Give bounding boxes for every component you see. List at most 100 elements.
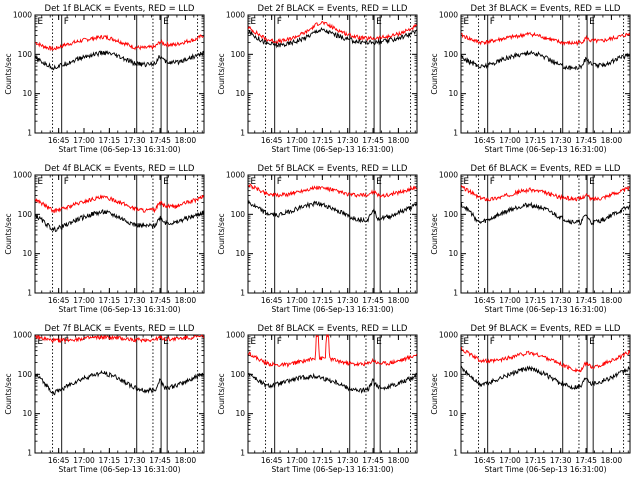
y-axis-label: Counts/sec [217, 373, 226, 414]
x-axis-label: Start Time (06-Sep-13 16:31:00) [59, 145, 181, 154]
x-tick-label: 17:15 [312, 136, 334, 145]
x-tick-label: 17:15 [99, 296, 121, 305]
event-flag-label: F [277, 337, 282, 347]
x-tick-label: 18:00 [175, 456, 197, 465]
x-tick-label: 17:30 [124, 136, 146, 145]
event-flag-label: E [589, 177, 595, 187]
event-flag-label: F [64, 177, 69, 187]
event-flag-label: E [37, 17, 43, 27]
detector-panel-3: Det 3f BLACK = Events, RED = LLD 1 10 100 10… [430, 4, 631, 154]
x-tick-label: 17:00 [73, 296, 95, 305]
x-tick-label: 17:00 [286, 136, 308, 145]
x-tick-label: 16:45 [261, 456, 283, 465]
event-flag-label: E [37, 177, 43, 187]
y-tick-label: 1 [27, 449, 32, 458]
y-tick-label: 10 [448, 409, 458, 418]
x-tick-label: 18:00 [601, 296, 623, 305]
x-axis-label: Start Time (06-Sep-13 16:31:00) [272, 145, 394, 154]
event-flag-label: F [490, 17, 495, 27]
events-series-line [34, 369, 204, 396]
y-tick-label: 1 [240, 129, 245, 138]
x-axis-label: Start Time (06-Sep-13 16:31:00) [272, 465, 394, 474]
panel-title: Det 2f BLACK = Events, RED = LLD [258, 4, 408, 14]
detector-panel-7: Det 7f BLACK = Events, RED = LLD 1 10 100 10… [4, 324, 205, 474]
y-axis-label: Counts/sec [4, 373, 13, 414]
y-tick-label: 1 [453, 129, 458, 138]
lld-series-line [460, 346, 631, 373]
y-tick-label: 1000 [13, 171, 32, 180]
panel-title: Det 3f BLACK = Events, RED = LLD [471, 4, 621, 14]
detector-panel-9: Det 9f BLACK = Events, RED = LLD 1 10 100 10… [430, 324, 631, 474]
event-flag-label: E [463, 177, 469, 187]
y-tick-label: 1 [453, 289, 458, 298]
event-flag-label: E [250, 17, 256, 27]
y-axis-label: Counts/sec [430, 53, 439, 94]
x-tick-label: 16:45 [48, 296, 70, 305]
lld-series-line [460, 185, 630, 202]
x-tick-label: 17:30 [550, 296, 572, 305]
event-flag-label: E [376, 337, 382, 347]
y-tick-label: 1 [240, 449, 245, 458]
x-tick-label: 18:00 [388, 296, 410, 305]
y-tick-label: 10 [235, 89, 245, 98]
x-tick-label: 16:45 [474, 136, 496, 145]
x-tick-label: 18:00 [175, 296, 197, 305]
event-flag-label: F [64, 337, 69, 347]
x-tick-label: 17:15 [312, 296, 334, 305]
x-tick-label: 16:45 [261, 136, 283, 145]
event-flag-label: F [490, 337, 495, 347]
x-tick-label: 17:30 [337, 456, 359, 465]
events-series-line [34, 50, 205, 71]
x-tick-label: 17:00 [286, 296, 308, 305]
events-series-line [460, 365, 631, 391]
y-tick-label: 10 [22, 409, 32, 418]
y-tick-label: 1 [27, 129, 32, 138]
panel-title: Det 8f BLACK = Events, RED = LLD [258, 324, 408, 334]
x-tick-label: 17:45 [362, 136, 384, 145]
y-axis-label: Counts/sec [217, 53, 226, 94]
events-series-line [247, 199, 418, 224]
detector-panel-2: Det 2f BLACK = Events, RED = LLD 1 10 100 10… [217, 4, 418, 154]
x-tick-label: 16:45 [474, 456, 496, 465]
event-flag-label: E [37, 337, 43, 347]
event-flag-label: E [376, 17, 382, 27]
panel-title: Det 9f BLACK = Events, RED = LLD [471, 324, 621, 334]
x-tick-label: 16:45 [474, 296, 496, 305]
x-tick-label: 17:45 [149, 456, 171, 465]
panel-title: Det 4f BLACK = Events, RED = LLD [45, 164, 195, 174]
x-tick-label: 18:00 [601, 456, 623, 465]
detector-panel-1: Det 1f BLACK = Events, RED = LLD 1 10 100 10… [4, 4, 205, 154]
plot-frame [247, 174, 418, 294]
plot-frame [247, 334, 418, 454]
event-flag-label: E [589, 17, 595, 27]
y-tick-label: 10 [235, 409, 245, 418]
x-tick-label: 17:15 [525, 136, 547, 145]
x-tick-label: 18:00 [388, 456, 410, 465]
lld-series-line [34, 334, 205, 344]
x-tick-label: 17:45 [575, 456, 597, 465]
y-tick-label: 1000 [226, 11, 245, 20]
y-tick-label: 1000 [13, 331, 32, 340]
event-flag-label: E [250, 177, 256, 187]
detector-panel-8: Det 8f BLACK = Events, RED = LLD 1 10 100 10… [217, 324, 418, 474]
y-tick-label: 100 [18, 370, 33, 379]
x-tick-label: 16:45 [48, 456, 70, 465]
x-axis-label: Start Time (06-Sep-13 16:31:00) [59, 465, 181, 474]
y-tick-label: 1000 [439, 331, 458, 340]
x-tick-label: 17:15 [525, 456, 547, 465]
x-tick-label: 17:15 [99, 456, 121, 465]
y-axis-label: Counts/sec [430, 213, 439, 254]
events-series-line [248, 372, 417, 394]
events-series-line [460, 50, 630, 71]
lld-series-line [247, 333, 418, 368]
x-tick-label: 17:15 [312, 456, 334, 465]
x-tick-label: 17:30 [124, 296, 146, 305]
x-tick-label: 17:00 [499, 456, 521, 465]
y-axis-label: Counts/sec [430, 373, 439, 414]
x-axis-label: Start Time (06-Sep-13 16:31:00) [485, 145, 607, 154]
x-tick-label: 17:00 [73, 456, 95, 465]
detector-panel-4: Det 4f BLACK = Events, RED = LLD 1 10 100 10… [4, 164, 205, 314]
x-tick-label: 17:00 [499, 296, 521, 305]
panel-title: Det 5f BLACK = Events, RED = LLD [258, 164, 408, 174]
detector-panel-6: Det 6f BLACK = Events, RED = LLD 1 10 100 10… [430, 164, 631, 314]
